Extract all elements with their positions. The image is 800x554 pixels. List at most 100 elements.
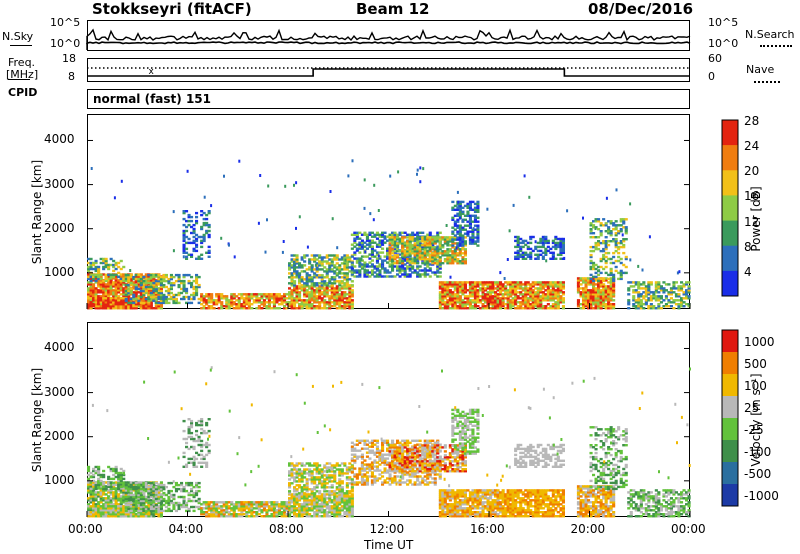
heatmap-cell — [139, 495, 143, 499]
heatmap-cell — [519, 303, 523, 306]
heatmap-cell — [310, 307, 314, 310]
heatmap-cell — [180, 287, 184, 291]
heatmap-cell — [117, 483, 121, 487]
heatmap-cell — [157, 505, 161, 508]
heatmap-cell — [122, 495, 126, 498]
heatmap-cell — [659, 285, 663, 288]
heatmap-cell — [443, 236, 447, 239]
heatmap-cell — [401, 242, 405, 245]
heatmap-cell — [104, 259, 108, 263]
heatmap-cell — [433, 254, 437, 257]
heatmap-cell — [456, 293, 460, 296]
heatmap-cell — [418, 273, 422, 276]
heatmap-cell — [107, 279, 111, 282]
heatmap-cell — [519, 293, 523, 296]
heatmap-cell — [223, 174, 225, 178]
heatmap-cell — [94, 307, 98, 310]
heatmap-cell — [388, 275, 392, 278]
heatmap-cell — [433, 273, 437, 276]
heatmap-cell — [413, 246, 417, 249]
heatmap-cell — [340, 256, 344, 259]
heatmap-cell — [104, 285, 108, 288]
heatmap-cell — [647, 285, 651, 288]
heatmap-cell — [139, 509, 143, 513]
heatmap-cell — [169, 281, 173, 285]
heatmap-cell — [142, 297, 146, 300]
heatmap-cell — [654, 291, 658, 294]
heatmap-cell — [122, 291, 126, 294]
heatmap-cell — [114, 273, 118, 277]
heatmap-cell — [458, 234, 462, 237]
heatmap-cell — [418, 275, 422, 278]
heatmap-cell — [293, 266, 297, 269]
heatmap-cell — [622, 271, 626, 275]
freq-label: Freq. — [8, 56, 36, 69]
heatmap-cell — [604, 287, 608, 290]
heatmap-cell — [617, 259, 621, 263]
heatmap-cell — [659, 297, 663, 300]
heatmap-cell — [526, 241, 530, 245]
heatmap-cell — [536, 253, 540, 256]
heatmap-cell — [207, 299, 211, 302]
heatmap-cell — [381, 235, 385, 238]
heatmap-cell — [122, 489, 126, 492]
heatmap-cell — [139, 307, 143, 310]
heatmap-cell — [102, 289, 106, 292]
heatmap-cell — [147, 277, 151, 281]
heatmap-cell — [124, 509, 128, 513]
heatmap-cell — [220, 301, 224, 304]
heatmap-cell — [576, 301, 580, 304]
heatmap-cell — [107, 503, 111, 506]
heatmap-cell — [144, 277, 148, 280]
heatmap-cell — [139, 293, 143, 296]
heatmap-cell — [428, 231, 432, 234]
heatmap-cell — [117, 299, 121, 302]
heatmap-cell — [200, 210, 204, 213]
heatmap-cell — [609, 232, 613, 235]
heatmap-cell — [132, 507, 136, 510]
heatmap-cell — [687, 285, 691, 288]
heatmap-cell — [431, 256, 435, 259]
heatmap-cell — [117, 489, 121, 492]
heatmap-cell — [315, 282, 319, 285]
heatmap-cell — [149, 273, 153, 277]
heatmap-cell — [190, 225, 194, 229]
heatmap-cell — [293, 276, 297, 279]
heatmap-cell — [207, 249, 211, 253]
heatmap-cell — [217, 299, 221, 302]
heatmap-cell — [597, 247, 601, 251]
heatmap-cell — [137, 493, 141, 497]
heatmap-cell — [139, 481, 143, 484]
heatmap-cell — [531, 291, 535, 294]
heatmap-cell — [124, 303, 128, 306]
heatmap-cell — [109, 469, 113, 473]
heatmap-cell — [541, 239, 545, 243]
heatmap-cell — [353, 275, 357, 278]
heatmap-cell — [541, 241, 545, 245]
heatmap-cell — [112, 263, 116, 267]
heatmap-cell — [117, 515, 121, 518]
heatmap-cell — [614, 259, 618, 263]
heatmap-cell — [463, 307, 467, 310]
heatmap-cell — [391, 265, 395, 268]
heatmap-cell — [360, 263, 364, 266]
heatmap-cell — [674, 287, 678, 290]
heatmap-cell — [117, 301, 121, 304]
heatmap-cell — [87, 273, 91, 276]
heatmap-cell — [524, 301, 528, 304]
heatmap-cell — [134, 275, 138, 278]
heatmap-cell — [393, 256, 397, 259]
heatmap-cell — [245, 293, 249, 296]
nsearch-legend-line — [760, 45, 792, 47]
heatmap-cell — [295, 307, 299, 310]
heatmap-cell — [350, 233, 354, 236]
heatmap-cell — [496, 289, 500, 292]
heatmap-cell — [162, 483, 166, 487]
heatmap-cell — [97, 507, 101, 510]
heatmap-cell — [662, 299, 666, 302]
heatmap-cell — [436, 256, 440, 259]
heatmap-cell — [182, 233, 186, 237]
heatmap-cell — [333, 295, 337, 298]
heatmap-cell — [514, 291, 518, 294]
heatmap-cell — [122, 473, 126, 477]
